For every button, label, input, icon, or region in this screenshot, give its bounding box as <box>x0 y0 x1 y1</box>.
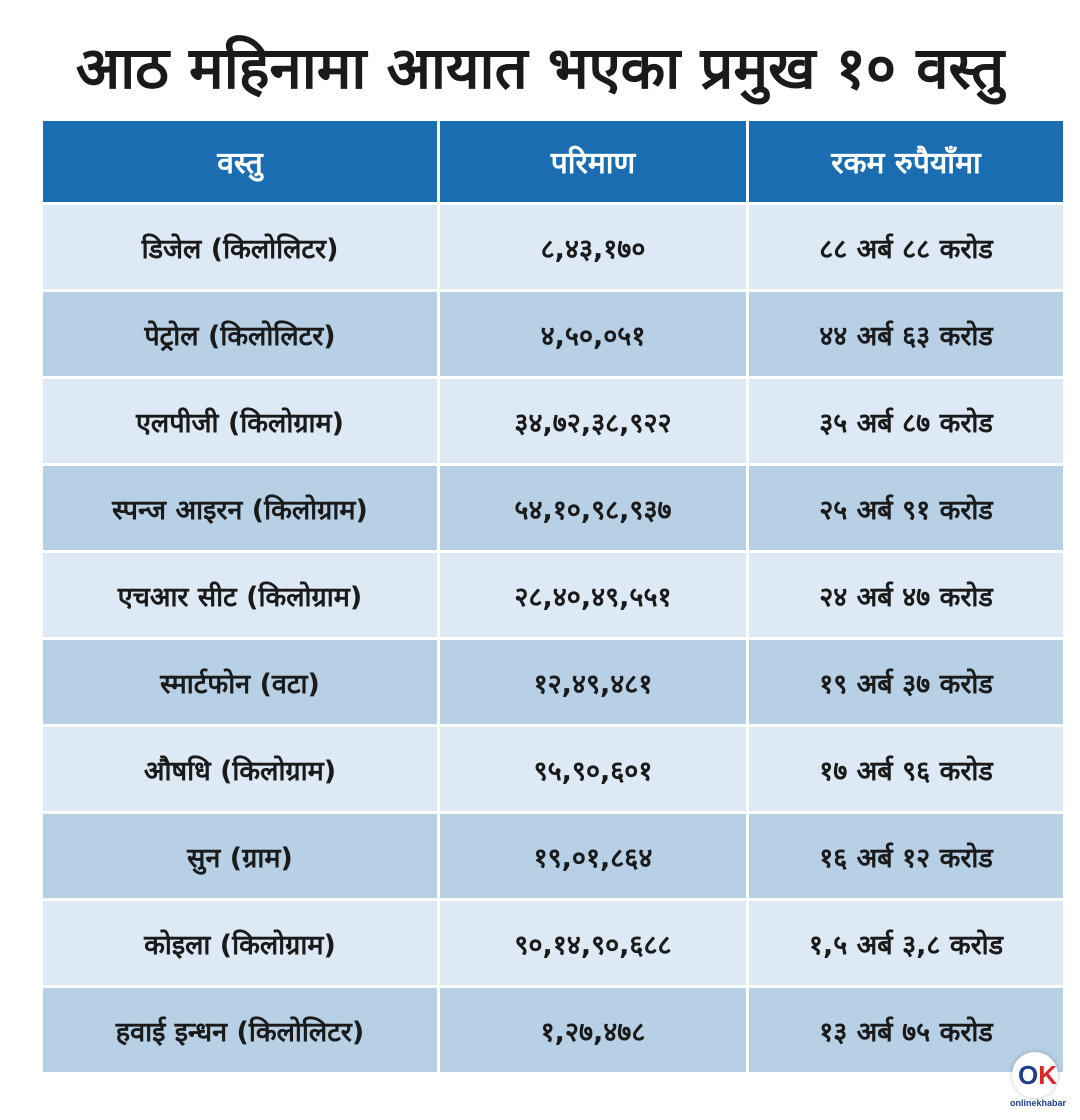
item-cell: पेट्रोल (किलोलिटर) <box>43 292 440 379</box>
logo-mark: OK <box>1018 1060 1057 1090</box>
table-row: औषधि (किलोग्राम) ९५,९०,६०१ १७ अर्ब ९६ कर… <box>43 727 1063 814</box>
quantity-cell: ८,४३,१७० <box>440 205 749 292</box>
quantity-cell: १२,४९,४८१ <box>440 640 749 727</box>
amount-cell: ८८ अर्ब ८८ करोड <box>749 205 1063 292</box>
amount-cell: १,५ अर्ब ३,८ करोड <box>749 901 1063 988</box>
logo-mark-k: K <box>1038 1060 1058 1090</box>
quantity-cell: ९५,९०,६०१ <box>440 727 749 814</box>
amount-cell: २४ अर्ब ४७ करोड <box>749 553 1063 640</box>
quantity-cell: ४,५०,०५१ <box>440 292 749 379</box>
item-cell: डिजेल (किलोलिटर) <box>43 205 440 292</box>
item-cell: स्पन्ज आइरन (किलोग्राम) <box>43 466 440 553</box>
table-header: वस्तु परिमाण रकम रुपैयाँमा <box>43 121 1063 205</box>
amount-cell: ३५ अर्ब ८७ करोड <box>749 379 1063 466</box>
quantity-cell: ९०,१४,९०,६८८ <box>440 901 749 988</box>
item-cell: कोइला (किलोग्राम) <box>43 901 440 988</box>
amount-cell: १६ अर्ब १२ करोड <box>749 814 1063 901</box>
item-cell: एचआर सीट (किलोग्राम) <box>43 553 440 640</box>
logo-badge <box>1012 1052 1058 1098</box>
amount-cell: २५ अर्ब ९१ करोड <box>749 466 1063 553</box>
page-title: आठ महिनामा आयात भएका प्रमुख १० वस्तु <box>75 34 1005 102</box>
table-row: कोइला (किलोग्राम) ९०,१४,९०,६८८ १,५ अर्ब … <box>43 901 1063 988</box>
amount-cell: १७ अर्ब ९६ करोड <box>749 727 1063 814</box>
amount-cell: १३ अर्ब ७५ करोड <box>749 988 1063 1075</box>
header-amount: रकम रुपैयाँमा <box>749 121 1063 205</box>
table-row: स्पन्ज आइरन (किलोग्राम) ५४,१०,९८,९३७ २५ … <box>43 466 1063 553</box>
table-row: स्मार्टफोन (वटा) १२,४९,४८१ १९ अर्ब ३७ कर… <box>43 640 1063 727</box>
quantity-cell: ३४,७२,३८,९२२ <box>440 379 749 466</box>
item-cell: औषधि (किलोग्राम) <box>43 727 440 814</box>
quantity-cell: ५४,१०,९८,९३७ <box>440 466 749 553</box>
logo-mark-o: O <box>1018 1060 1039 1090</box>
imports-table: वस्तु परिमाण रकम रुपैयाँमा डिजेल (किलोलि… <box>43 121 1063 1075</box>
logo-text: onlinekhabar <box>1010 1098 1067 1108</box>
onlinekhabar-logo: OK onlinekhabar <box>1004 1052 1074 1112</box>
quantity-cell: १,२७,४७८ <box>440 988 749 1075</box>
amount-cell: १९ अर्ब ३७ करोड <box>749 640 1063 727</box>
item-cell: एलपीजी (किलोग्राम) <box>43 379 440 466</box>
item-cell: स्मार्टफोन (वटा) <box>43 640 440 727</box>
quantity-cell: २८,४०,४९,५५१ <box>440 553 749 640</box>
amount-cell: ४४ अर्ब ६३ करोड <box>749 292 1063 379</box>
item-cell: हवाई इन्धन (किलोलिटर) <box>43 988 440 1075</box>
table-row: एचआर सीट (किलोग्राम) २८,४०,४९,५५१ २४ अर्… <box>43 553 1063 640</box>
quantity-cell: १९,०१,८६४ <box>440 814 749 901</box>
table-row: हवाई इन्धन (किलोलिटर) १,२७,४७८ १३ अर्ब ७… <box>43 988 1063 1075</box>
table-row: एलपीजी (किलोग्राम) ३४,७२,३८,९२२ ३५ अर्ब … <box>43 379 1063 466</box>
item-cell: सुन (ग्राम) <box>43 814 440 901</box>
table-row: सुन (ग्राम) १९,०१,८६४ १६ अर्ब १२ करोड <box>43 814 1063 901</box>
table-row: पेट्रोल (किलोलिटर) ४,५०,०५१ ४४ अर्ब ६३ क… <box>43 292 1063 379</box>
table-row: डिजेल (किलोलिटर) ८,४३,१७० ८८ अर्ब ८८ करो… <box>43 205 1063 292</box>
header-quantity: परिमाण <box>440 121 749 205</box>
header-item: वस्तु <box>43 121 440 205</box>
